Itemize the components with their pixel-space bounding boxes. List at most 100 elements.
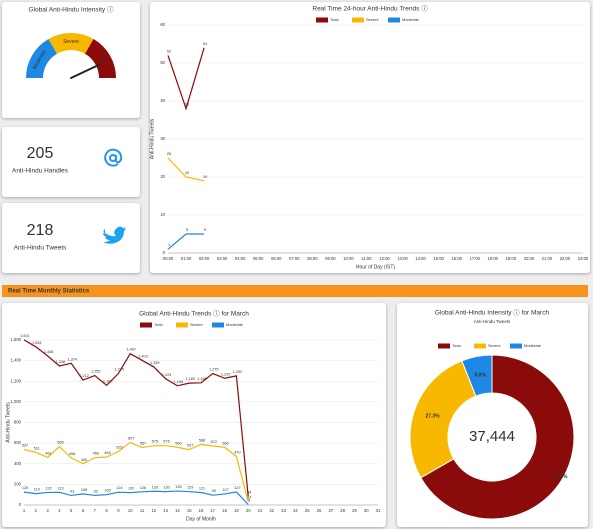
legend-swatch xyxy=(474,343,486,349)
data-label: 1,229 xyxy=(221,372,231,376)
x-tick-label: 1 xyxy=(23,508,26,513)
x-tick-label: 19 xyxy=(234,508,239,513)
data-label: 1,156 xyxy=(174,380,184,384)
data-label: 129 xyxy=(187,486,193,490)
data-label: 1,182 xyxy=(185,377,195,381)
data-label: 20 xyxy=(185,171,189,175)
x-tick-label: 20 xyxy=(246,508,251,513)
x-tick-label: 29 xyxy=(352,508,357,513)
series-line xyxy=(23,490,249,505)
data-label: 458 xyxy=(69,452,75,456)
x-tick-label: 5 xyxy=(70,508,73,513)
x-tick-label: 06:00 xyxy=(271,256,282,261)
chart-title: Global Anti-Hindu Trends ⓘ for March xyxy=(139,310,249,318)
y-tick-label: 1,400 xyxy=(11,358,22,363)
legend-swatch xyxy=(316,17,328,23)
data-label: 95 xyxy=(212,489,216,493)
x-tick-label: 11:00 xyxy=(361,256,372,261)
legend-label: Moderate xyxy=(524,343,542,348)
data-label: 93 xyxy=(70,489,74,493)
legend-label: Moderate xyxy=(226,322,244,327)
x-tick-label: 14 xyxy=(175,508,180,513)
x-tick-label: 6 xyxy=(82,508,85,513)
x-tick-label: 05:00 xyxy=(253,256,264,261)
x-tick-label: 16 xyxy=(199,508,204,513)
data-label: 537 xyxy=(187,444,193,448)
data-label: 52 xyxy=(167,49,171,53)
stat-value: 205 xyxy=(27,145,54,162)
x-tick-label: 24 xyxy=(293,508,298,513)
y-tick-label: 50 xyxy=(160,60,165,65)
stat-value: 218 xyxy=(27,222,54,239)
chart-subtitle: Anti-Hindu Tweets xyxy=(474,319,511,324)
x-tick-label: 13:00 xyxy=(397,256,408,261)
x-tick-label: 21 xyxy=(258,508,263,513)
slice-label: 27.3% xyxy=(425,413,440,419)
data-label: 560 xyxy=(222,441,228,445)
x-tick-label: 7 xyxy=(94,508,97,513)
data-label: 107 xyxy=(222,488,228,492)
x-tick-label: 07:00 xyxy=(289,256,300,261)
data-label: 560 xyxy=(175,441,181,445)
x-tick-label: 8 xyxy=(105,508,108,513)
data-label: 1,374 xyxy=(67,357,77,361)
y-axis-title: Anti-Hindu Tweets xyxy=(149,118,155,159)
data-label: 122 xyxy=(45,486,51,490)
y-tick-label: 40 xyxy=(160,98,165,103)
x-tick-label: 04:00 xyxy=(235,256,246,261)
series-line xyxy=(23,339,249,497)
x-tick-label: 19:00 xyxy=(506,256,517,261)
data-label: 5 xyxy=(248,498,250,502)
x-tick-label: 10 xyxy=(128,508,133,513)
y-tick-label: 200 xyxy=(14,481,22,486)
x-tick-label: 15 xyxy=(187,508,192,513)
x-tick-label: 13 xyxy=(163,508,168,513)
data-label: 461 xyxy=(45,451,51,455)
x-tick-label: 18:00 xyxy=(488,256,499,261)
y-tick-label: 800 xyxy=(14,420,22,425)
y-tick-label: 1,600 xyxy=(11,337,22,342)
data-label: 1,339 xyxy=(150,361,160,365)
data-label: 125 xyxy=(22,486,28,490)
x-tick-label: 10:00 xyxy=(343,256,354,261)
legend-label: Severe xyxy=(366,17,379,22)
x-tick-label: 9 xyxy=(117,508,120,513)
x-tick-label: 18 xyxy=(222,508,227,513)
gauge-title: Global Anti-Hindu Intensity ⓘ xyxy=(29,6,114,14)
data-label: 1,252 xyxy=(233,370,243,374)
x-tick-label: 01:00 xyxy=(181,256,192,261)
data-label: 1,446 xyxy=(44,350,54,354)
x-tick-label: 27 xyxy=(328,508,333,513)
data-label: 537 xyxy=(22,444,28,448)
x-axis-title: Hour of Day (IST) xyxy=(356,264,396,270)
x-tick-label: 15:00 xyxy=(433,256,444,261)
data-label: 575 xyxy=(163,440,169,444)
y-tick-label: 1,200 xyxy=(11,378,22,383)
x-tick-label: 02:00 xyxy=(199,256,210,261)
data-label: 572 xyxy=(211,440,217,444)
legend-swatch xyxy=(388,17,400,23)
legend-label: Toxic xyxy=(452,343,461,348)
data-label: 1,212 xyxy=(79,374,89,378)
stat-label: Anti-Hindu Handles xyxy=(12,168,69,175)
data-label: 84 xyxy=(247,490,251,494)
data-label: 100 xyxy=(104,489,110,493)
x-tick-label: 00:00 xyxy=(163,256,174,261)
data-label: 34 xyxy=(247,495,251,499)
trend-card xyxy=(150,2,590,273)
data-label: 511 xyxy=(34,446,40,450)
y-axis-title: Anti-Hindu Tweets xyxy=(5,402,11,443)
x-tick-label: 14:00 xyxy=(415,256,426,261)
gauge-card xyxy=(2,2,140,118)
data-label: 1,255 xyxy=(91,370,101,374)
monthly-card xyxy=(2,303,386,527)
data-label: 108 xyxy=(81,488,87,492)
legend-label: Toxic xyxy=(154,322,163,327)
data-label: 459 xyxy=(93,452,99,456)
x-tick-label: 23 xyxy=(281,508,286,513)
legend-label: Severe xyxy=(488,343,501,348)
data-label: 124 xyxy=(116,486,122,490)
y-tick-label: 400 xyxy=(14,461,22,466)
x-tick-label: 17 xyxy=(210,508,215,513)
